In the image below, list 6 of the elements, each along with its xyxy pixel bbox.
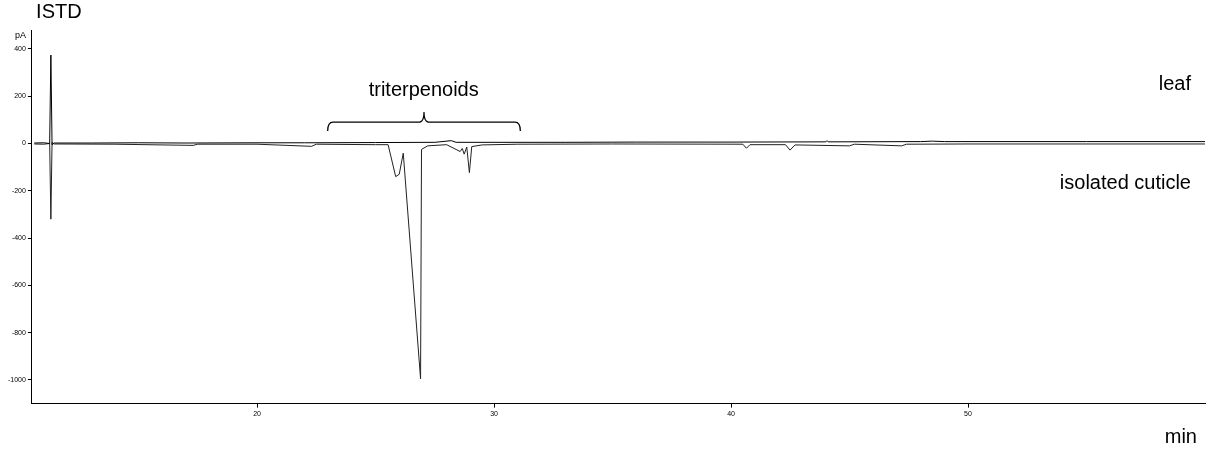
annotation: ISTD — [36, 0, 82, 22]
y-axis-title: pA — [14, 30, 26, 41]
x-axis-title: min — [1164, 424, 1197, 447]
text: leaf — [1158, 72, 1192, 95]
series-label: isolated cuticle — [1059, 171, 1191, 194]
annotation: triterpenoids — [368, 77, 479, 100]
